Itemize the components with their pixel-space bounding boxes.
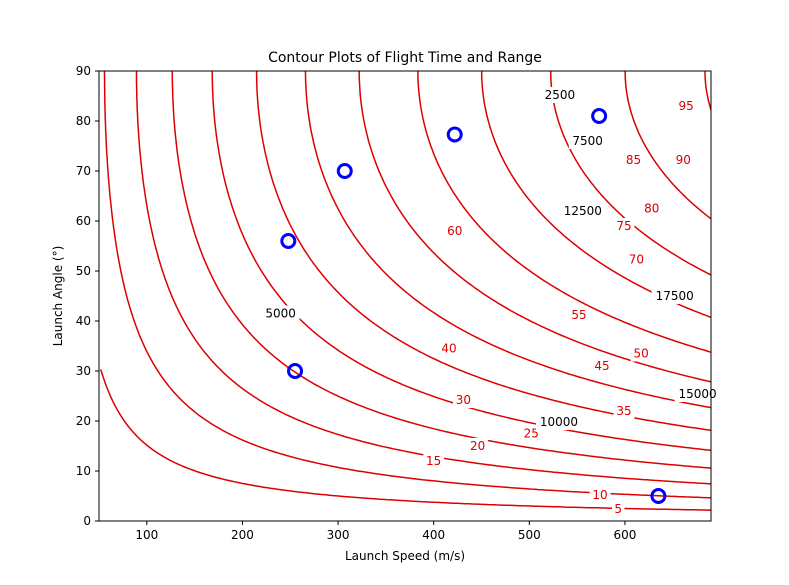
x-axis-ticks: 100 200 300 400 500 600 [135, 521, 636, 542]
y-tick-label: 10 [76, 464, 91, 478]
flight-time-label: 45 [594, 359, 609, 373]
flight-time-label-bg [452, 392, 474, 408]
flight-time-label-bg [613, 403, 635, 419]
range-label-bg [559, 203, 606, 219]
x-tick-label: 300 [327, 528, 350, 542]
range-label-bg [261, 305, 300, 322]
flight-time-contour [417, 71, 711, 353]
flight-time-label-bg [612, 501, 625, 517]
flight-time-contour [704, 71, 711, 113]
range-label-bg [674, 386, 721, 402]
marker [280, 233, 297, 249]
flight-time-contours [100, 71, 711, 511]
x-tick-label: 400 [422, 528, 445, 542]
flight-time-contour [480, 71, 711, 319]
flight-time-label-bg [630, 345, 652, 362]
range-label: 5000 [265, 307, 296, 321]
flight-time-label-bg [623, 152, 644, 168]
x-tick-label: 600 [613, 528, 636, 542]
flight-time-contour [358, 71, 711, 383]
flight-time-label-bg [423, 453, 445, 469]
flight-time-label: 40 [441, 342, 456, 356]
y-tick-label: 0 [83, 514, 91, 528]
flight-time-label-bg [675, 98, 697, 114]
y-tick-label: 30 [76, 364, 91, 378]
flight-time-label: 50 [634, 347, 649, 361]
range-label: 7500 [572, 134, 603, 148]
flight-time-contour [135, 71, 711, 485]
marker [336, 163, 353, 179]
flight-time-label: 95 [678, 99, 693, 113]
flight-time-label: 25 [524, 427, 539, 441]
flight-time-label-bg [591, 358, 613, 374]
flight-time-label-bg [672, 152, 694, 168]
range-label: 17500 [656, 289, 694, 303]
range-labels: 2500 5000 7500 10000 12500 15000 17500 [261, 87, 721, 430]
flight-time-contour [103, 71, 711, 499]
flight-time-label-bg [641, 200, 663, 217]
y-tick-label: 50 [76, 264, 91, 278]
range-label-bg [541, 87, 579, 103]
flight-time-label-bg [613, 218, 635, 234]
flight-time-label: 90 [676, 153, 691, 167]
flight-time-label-bg [589, 487, 611, 503]
range-label: 2500 [545, 88, 576, 102]
range-label: 15000 [679, 387, 717, 401]
range-label: 10000 [540, 415, 578, 429]
flight-time-label: 75 [616, 219, 631, 233]
flight-time-contour [304, 71, 711, 409]
flight-time-label-bg [444, 223, 466, 239]
flight-time-label: 55 [571, 308, 586, 322]
flight-time-labels: 5101520253035404550556065707580859095 [423, 98, 697, 517]
flight-time-label: 30 [456, 393, 471, 407]
flight-time-label: 80 [644, 202, 659, 216]
marker [650, 488, 667, 504]
plot-frame [98, 70, 712, 522]
y-tick-label: 90 [76, 64, 91, 78]
range-label-bg [535, 414, 582, 430]
marker [446, 126, 463, 143]
flight-time-label-bg [626, 251, 647, 268]
flight-time-label: 70 [629, 253, 644, 267]
flight-time-label: 35 [616, 404, 631, 418]
x-tick-label: 100 [135, 528, 158, 542]
x-tick-label: 200 [231, 528, 254, 542]
y-tick-label: 80 [76, 114, 91, 128]
marker [591, 108, 608, 124]
y-tick-label: 70 [76, 164, 91, 178]
flight-time-label: 5 [614, 502, 622, 516]
range-label-bg [651, 288, 698, 304]
y-tick-label: 60 [76, 214, 91, 228]
flight-time-label: 85 [626, 153, 641, 167]
flight-time-label-bg [438, 340, 460, 357]
range-label: 12500 [564, 204, 602, 218]
y-axis-ticks: 0 10 20 30 40 50 60 70 80 90 [76, 64, 99, 528]
flight-time-label: 20 [470, 439, 485, 453]
flight-time-label: 60 [447, 224, 462, 238]
flight-time-contour [255, 71, 711, 432]
flight-time-contour [624, 71, 711, 220]
flight-time-label: 10 [592, 488, 607, 502]
flight-time-label-bg [467, 438, 489, 454]
flight-time-label: 15 [426, 454, 441, 468]
range-label-bg [568, 133, 607, 149]
chart-title: Contour Plots of Flight Time and Range [268, 50, 542, 66]
flight-time-contour [549, 71, 711, 276]
x-tick-label: 500 [518, 528, 541, 542]
marker [287, 363, 304, 379]
flight-time-label-bg [568, 307, 590, 323]
markers [280, 108, 667, 504]
y-axis-label: Launch Angle (°) [51, 246, 65, 347]
y-tick-label: 40 [76, 314, 91, 328]
x-axis-label: Launch Speed (m/s) [345, 549, 465, 563]
y-tick-label: 20 [76, 414, 91, 428]
